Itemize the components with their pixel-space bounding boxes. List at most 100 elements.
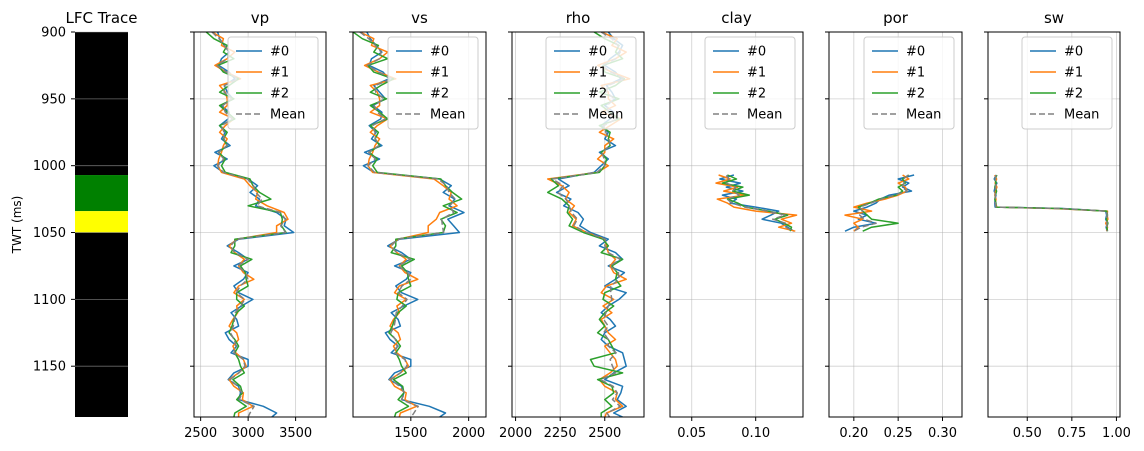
x-tick-label: 0.50 — [1013, 426, 1042, 441]
x-tick-label: 0.05 — [677, 426, 706, 441]
legend-label: #1 — [270, 66, 289, 81]
axes-frame — [987, 31, 1121, 418]
legend: #0 #1 #2 Mean — [1021, 36, 1113, 130]
axes-frame — [511, 31, 645, 418]
axes-frame — [669, 31, 804, 418]
x-tick-label: 3000 — [232, 426, 265, 441]
series-line-1 — [211, 32, 289, 417]
series-line-1 — [359, 32, 458, 417]
x-tick-label: 1500 — [394, 426, 427, 441]
lfc-band-2 — [75, 211, 128, 233]
series-group — [993, 174, 1109, 232]
lfc-band-0 — [75, 32, 128, 176]
legend-label: #2 — [1064, 87, 1083, 102]
legend-box — [227, 36, 319, 130]
x-tick-label: 0.20 — [839, 426, 868, 441]
y-tick-label: 950 — [41, 92, 66, 107]
legend-label: #2 — [588, 87, 607, 102]
panel-por: por 0.20 0.25 0.30 #0 #1 #2 Mean — [825, 9, 963, 441]
legend-label: #0 — [270, 45, 289, 60]
x-tick-label: 3500 — [279, 426, 312, 441]
axes-frame — [193, 31, 327, 418]
x-tick-label: 2250 — [544, 426, 577, 441]
legend: #0 #1 #2 Mean — [704, 36, 796, 130]
panel-title-lfc-trace: LFC Trace — [65, 9, 137, 27]
panel-title-sw: sw — [1044, 9, 1064, 27]
panel-title-por: por — [883, 9, 909, 27]
panel-vs: vs 1500 2000 #0 #1 #2 Mean — [349, 9, 487, 441]
series-line-0 — [993, 174, 1109, 232]
panel-sw: sw 0.50 0.75 1.00 #0 #1 #2 Mean — [984, 9, 1131, 441]
x-tick-label: 0.10 — [741, 426, 770, 441]
legend-label: #1 — [747, 66, 766, 81]
y-axis-label: TWT (ms) — [10, 196, 24, 255]
x-tick-label: 0.25 — [884, 426, 913, 441]
axes-frame — [828, 31, 963, 418]
legend-label: #1 — [430, 66, 449, 81]
series-line-0 — [719, 174, 795, 232]
legend-label: #0 — [588, 45, 607, 60]
series-group — [353, 32, 465, 417]
series-line-mean — [211, 32, 287, 417]
legend-label: #0 — [1064, 45, 1083, 60]
legend-label: #2 — [906, 87, 925, 102]
x-tick-label: 2500 — [588, 426, 621, 441]
y-tick-label: 1150 — [33, 360, 66, 375]
legend-label: #2 — [270, 87, 289, 102]
x-tick-label: 0.30 — [928, 426, 957, 441]
series-line-1 — [994, 174, 1109, 232]
y-tick-label: 1000 — [33, 159, 66, 174]
legend-label: #2 — [747, 87, 766, 102]
y-tick-label: 1050 — [33, 226, 66, 241]
legend: #0 #1 #2 Mean — [863, 36, 955, 130]
series-line-mean — [359, 32, 456, 417]
legend: #0 #1 #2 Mean — [387, 36, 479, 130]
x-tick-label: 1.00 — [1102, 426, 1131, 441]
legend-box — [704, 36, 796, 130]
y-tick-label: 1100 — [33, 293, 66, 308]
series-line-mean — [853, 174, 909, 232]
series-line-mean — [725, 174, 794, 232]
legend-label: #0 — [747, 45, 766, 60]
x-tick-label: 2500 — [184, 426, 217, 441]
legend-label: #0 — [430, 45, 449, 60]
legend-label: #1 — [588, 66, 607, 81]
y-tick-label: 900 — [41, 26, 66, 41]
legend-label: #2 — [430, 87, 449, 102]
legend-box — [1021, 36, 1113, 130]
legend: #0 #1 #2 Mean — [545, 36, 637, 130]
legend-label: #1 — [1064, 66, 1083, 81]
panel-title-rho: rho — [566, 9, 591, 27]
panel-title-vs: vs — [411, 9, 428, 27]
panel-rho: rho 2000 2250 2500 #0 #1 #2 Mean — [499, 9, 645, 441]
legend-label: Mean — [747, 108, 782, 123]
legend-label: Mean — [906, 108, 941, 123]
panel-clay: clay 0.05 0.10 #0 #1 #2 Mean — [666, 9, 804, 441]
x-tick-label: 2000 — [452, 426, 485, 441]
series-group — [715, 174, 798, 232]
legend-label: Mean — [1064, 108, 1099, 123]
panel-title-vp: vp — [251, 9, 269, 27]
lfc-band-1 — [75, 175, 128, 212]
x-tick-label: 2000 — [499, 426, 532, 441]
panel-title-clay: clay — [721, 9, 752, 27]
series-line-1 — [844, 174, 910, 232]
series-line-2 — [994, 174, 1109, 232]
legend-label: #0 — [906, 45, 925, 60]
legend-label: Mean — [588, 108, 623, 123]
legend-box — [387, 36, 479, 130]
series-line-1 — [715, 174, 798, 232]
series-line-mean — [994, 174, 1108, 232]
legend-label: Mean — [270, 108, 305, 123]
legend-label: Mean — [430, 108, 465, 123]
panel-vp: vp 2500 3000 3500 #0 #1 #2 Mean — [184, 9, 327, 441]
legend-label: #1 — [906, 66, 925, 81]
legend-box — [545, 36, 637, 130]
x-tick-label: 0.75 — [1057, 426, 1086, 441]
lfc-band-3 — [75, 232, 128, 417]
series-group — [844, 174, 915, 232]
legend-box — [863, 36, 955, 130]
legend: #0 #1 #2 Mean — [227, 36, 319, 130]
